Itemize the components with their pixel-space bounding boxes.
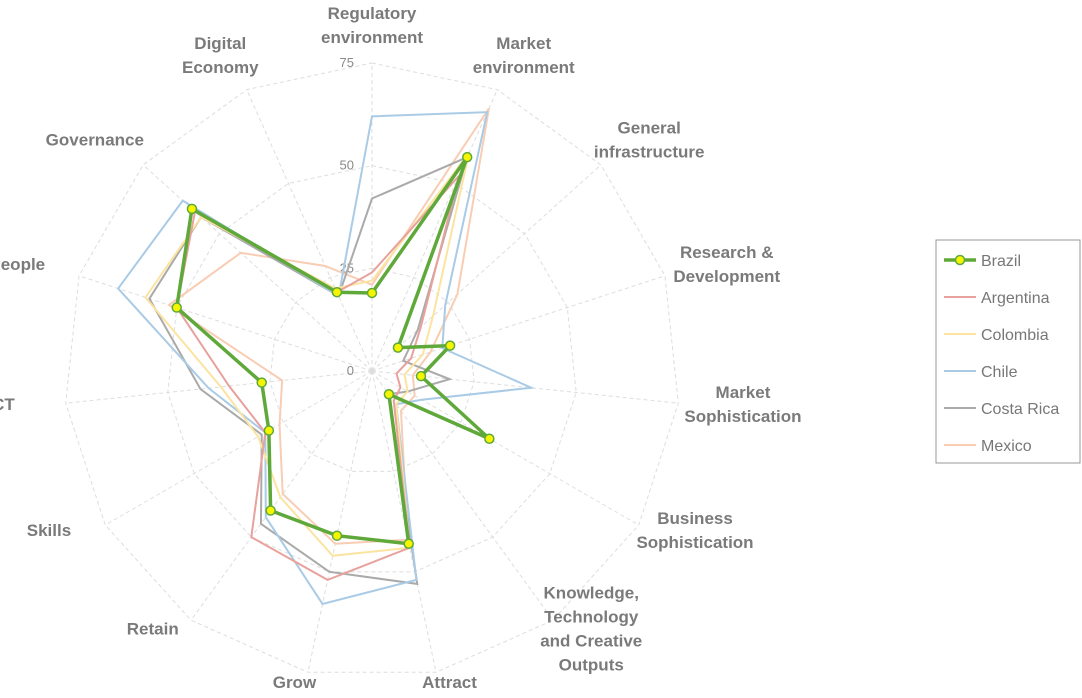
series-marker [256, 377, 267, 388]
category-label: Market environment [473, 34, 575, 77]
spoke [246, 89, 373, 372]
series-marker [403, 538, 414, 549]
category-label: ICT [0, 395, 15, 414]
legend-label: Chile [981, 364, 1018, 381]
category-label: Grow [273, 673, 317, 692]
series-marker [186, 203, 198, 215]
spoke [142, 164, 373, 372]
series-marker [171, 302, 182, 313]
spoke [371, 89, 498, 372]
legend-label: Argentina [981, 290, 1050, 307]
category-label: Retain [127, 619, 179, 638]
category-label: Attract [422, 673, 477, 692]
legend-box [935, 239, 1081, 464]
grid-ring [65, 62, 679, 673]
tick-label: 0 [347, 363, 354, 378]
series-marker [331, 530, 343, 541]
legend-label: Brazil [981, 253, 1021, 270]
category-label: General infrastructure [594, 118, 705, 161]
spoke [371, 275, 666, 372]
series-line [167, 107, 490, 545]
series-marker [331, 286, 343, 298]
spoke [65, 370, 373, 404]
category-label: Knowledge, Technology and Creative Outputs [540, 583, 642, 674]
legend-label: Mexico [981, 438, 1032, 455]
spoke [371, 164, 602, 372]
category-label: Skills [27, 521, 71, 540]
spoke [190, 370, 373, 621]
series-marker [392, 342, 404, 353]
series-line [116, 111, 536, 606]
series-marker [263, 425, 275, 436]
spoke [371, 370, 639, 526]
series-marker [383, 389, 395, 400]
legend-marker [954, 254, 966, 266]
tick-label: 50 [340, 158, 354, 173]
series-line [144, 152, 470, 557]
spoke [78, 275, 373, 372]
spoke [105, 370, 373, 526]
series-marker [444, 340, 456, 351]
series-line [148, 155, 469, 586]
category-label: Research & Development [673, 243, 780, 286]
spoke [307, 370, 373, 673]
legend-label: Costa Rica [981, 401, 1059, 418]
spoke [371, 370, 437, 673]
category-label: Digital Economy [182, 34, 259, 77]
category-label: Business Sophistication [636, 509, 753, 552]
series-marker [265, 505, 276, 516]
series-marker [484, 433, 495, 445]
spoke [371, 370, 554, 621]
category-label: Market Sophistication [684, 383, 801, 426]
series-marker [461, 151, 473, 163]
tick-label: 75 [340, 55, 354, 70]
grid-ring [167, 165, 577, 573]
legend-label: Colombia [981, 327, 1049, 344]
series-line [174, 156, 491, 546]
category-label: Governance [46, 130, 144, 149]
series-marker [366, 287, 378, 299]
category-label: Regulatory environment [321, 4, 423, 47]
series-marker [415, 370, 427, 382]
category-label: People [0, 255, 45, 274]
grid-ring [269, 267, 475, 472]
